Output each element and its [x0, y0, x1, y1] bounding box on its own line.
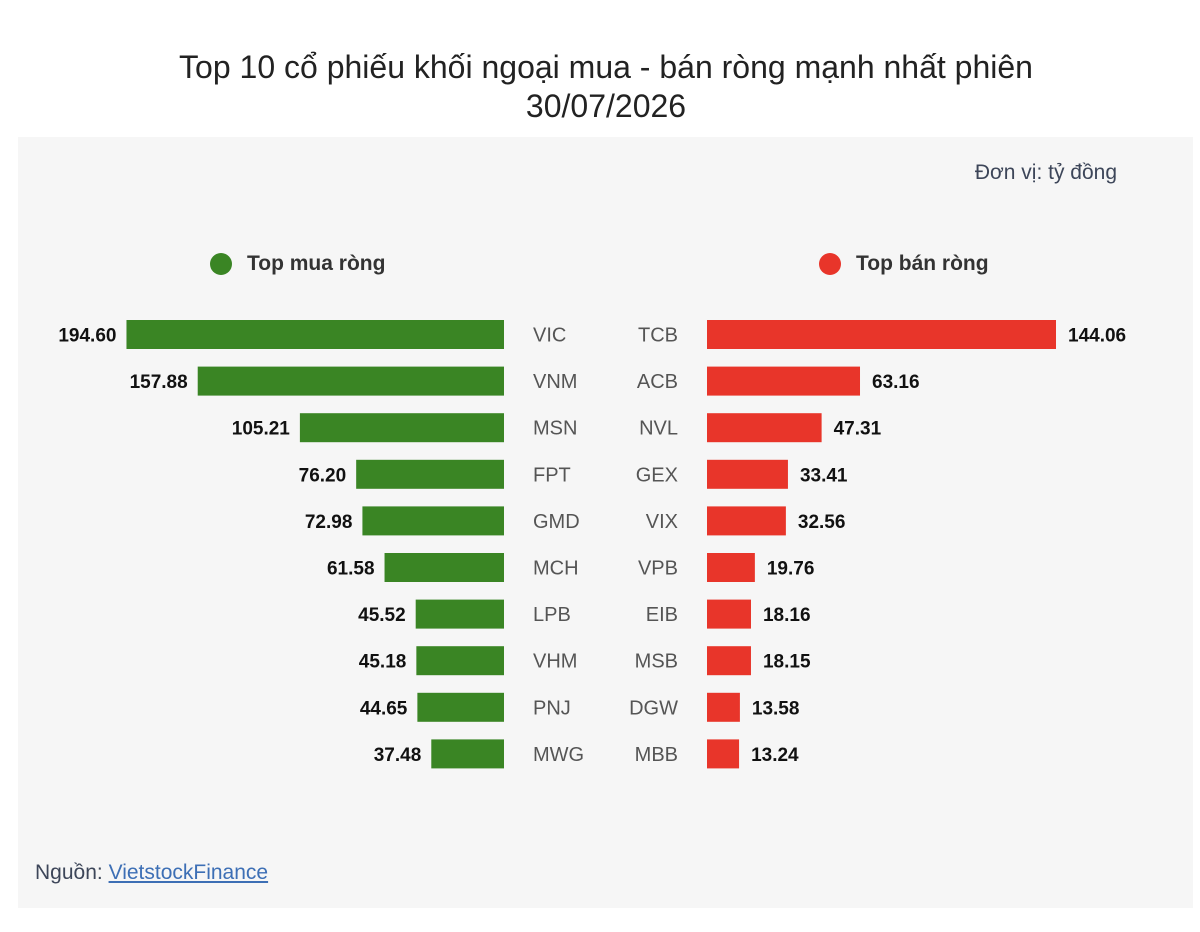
buy-bar	[384, 553, 504, 582]
buy-ticker-label: PNJ	[533, 697, 571, 719]
buy-value-label: 105.21	[232, 419, 291, 440]
buy-ticker-label: LPB	[533, 604, 571, 626]
chart-title: Top 10 cổ phiếu khối ngoại mua - bán ròn…	[0, 48, 1200, 126]
buy-value-label: 76.20	[299, 465, 347, 486]
bar-chart: 194.60 VIC 157.88 VNM 105.21 MSN 76.20 FPT 72.98…	[58, 320, 1126, 769]
legend-sell-dot	[819, 253, 841, 275]
sell-bar	[707, 413, 822, 443]
buy-ticker-label: VNM	[533, 371, 577, 393]
sell-ticker-label: DGW	[629, 697, 678, 719]
sell-bar	[707, 553, 755, 582]
title-line-2: 30/07/2026	[525, 88, 687, 124]
sell-bar	[707, 459, 788, 489]
sell-ticker-label: ACB	[637, 371, 678, 393]
buy-bar	[417, 692, 504, 722]
buy-ticker-label: VHM	[533, 651, 577, 673]
sell-value-label: 13.58	[752, 698, 800, 719]
sell-ticker-label: VPB	[638, 558, 678, 580]
sell-bar	[707, 646, 751, 676]
sell-bar	[707, 506, 786, 536]
buy-ticker-label: MCH	[533, 558, 579, 580]
sell-value-label: 19.76	[767, 559, 815, 580]
buy-ticker-label: MSN	[533, 418, 577, 440]
legend-buy-label: Top mua ròng	[247, 252, 386, 275]
buy-bar	[126, 320, 504, 349]
sell-bar	[707, 366, 861, 396]
buy-bar	[362, 506, 504, 536]
buy-value-label: 44.65	[360, 698, 408, 719]
sell-value-label: 63.16	[872, 372, 920, 393]
buy-bar	[356, 459, 504, 489]
source-link[interactable]: VietstockFinance	[108, 861, 269, 884]
sell-bar	[707, 320, 1056, 349]
sell-value-label: 32.56	[798, 512, 846, 533]
sell-bar	[707, 739, 740, 769]
sell-value-label: 33.41	[800, 465, 848, 486]
unit-label: Đơn vị: tỷ đồng	[974, 161, 1117, 184]
buy-value-label: 45.18	[359, 652, 407, 673]
sell-ticker-label: GEX	[636, 464, 678, 486]
buy-ticker-label: VIC	[533, 325, 566, 347]
buy-bar	[299, 413, 504, 443]
sell-value-label: 13.24	[751, 745, 799, 766]
sell-bar	[707, 599, 751, 629]
buy-value-label: 72.98	[305, 512, 353, 533]
buy-value-label: 194.60	[58, 326, 116, 347]
sell-ticker-label: VIX	[646, 511, 678, 533]
sell-bar	[707, 692, 740, 722]
legend-sell-label: Top bán ròng	[856, 252, 989, 275]
sell-value-label: 18.15	[763, 652, 811, 673]
buy-ticker-label: GMD	[533, 511, 580, 533]
buy-bar	[197, 366, 504, 396]
buy-value-label: 157.88	[130, 372, 188, 393]
buy-value-label: 61.58	[327, 559, 375, 580]
sell-ticker-label: NVL	[639, 418, 678, 440]
sell-ticker-label: MBB	[635, 744, 678, 766]
sell-value-label: 47.31	[834, 419, 882, 440]
chart-panel: Đơn vị: tỷ đồng Top mua ròng Top bán ròn…	[18, 137, 1193, 908]
buy-ticker-label: FPT	[533, 464, 571, 486]
buy-value-label: 37.48	[374, 745, 422, 766]
buy-value-label: 45.52	[358, 605, 406, 626]
sell-ticker-label: MSB	[635, 651, 678, 673]
source: Nguồn: VietstockFinance	[35, 861, 268, 885]
sell-value-label: 144.06	[1068, 326, 1126, 347]
title-line-1: Top 10 cổ phiếu khối ngoại mua - bán ròn…	[179, 49, 1033, 85]
sell-value-label: 18.16	[763, 605, 811, 626]
buy-ticker-label: MWG	[533, 744, 584, 766]
legend-buy-dot	[210, 253, 232, 275]
source-label: Nguồn:	[35, 861, 109, 884]
buy-bar	[415, 599, 504, 629]
buy-bar	[416, 646, 504, 676]
sell-ticker-label: TCB	[638, 325, 678, 347]
legend-sell: Top bán ròng	[819, 252, 989, 276]
buy-bar	[431, 739, 504, 769]
legend-buy: Top mua ròng	[210, 252, 385, 276]
sell-ticker-label: EIB	[646, 604, 678, 626]
